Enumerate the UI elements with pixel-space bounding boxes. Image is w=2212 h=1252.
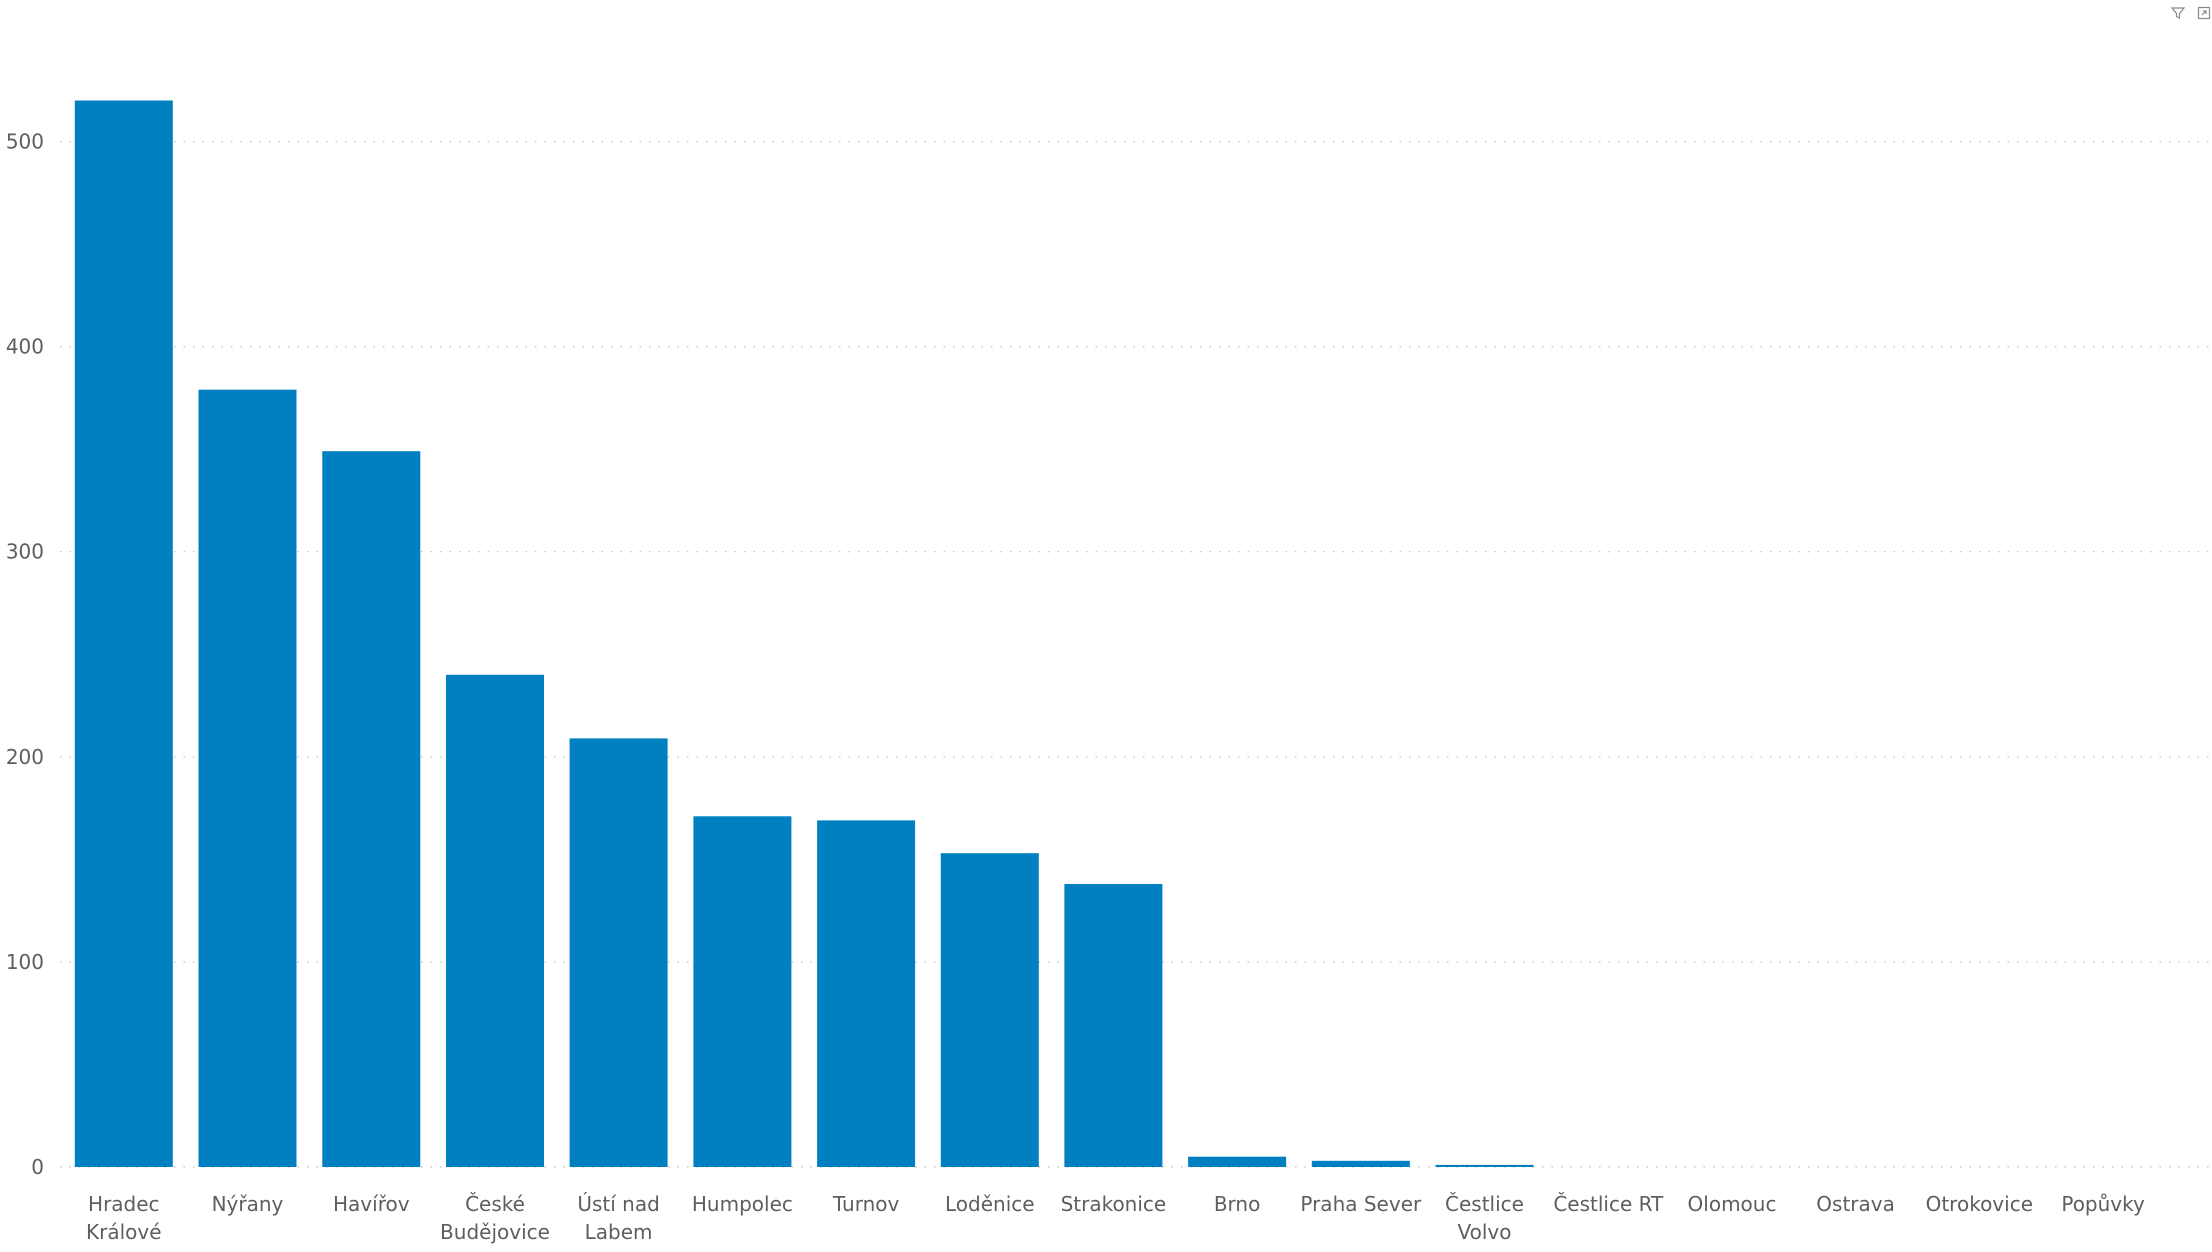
bar-6[interactable] — [817, 820, 916, 1167]
x-category-label: Loděnice — [945, 1192, 1035, 1216]
x-category-label: Čestlice RT — [1553, 1192, 1664, 1216]
x-category-label: Ostrava — [1816, 1192, 1895, 1216]
visual-header-toolbar — [2170, 2, 2212, 24]
y-tick-label: 300 — [6, 540, 44, 564]
bar-4[interactable] — [569, 738, 668, 1167]
bar-11[interactable] — [1435, 1164, 1534, 1167]
y-tick-label: 500 — [6, 130, 44, 154]
bar-2[interactable] — [322, 451, 421, 1167]
bar-5[interactable] — [693, 816, 792, 1167]
bars — [74, 100, 1534, 1168]
bar-9[interactable] — [1188, 1156, 1287, 1167]
x-category-label: Humpolec — [692, 1192, 793, 1216]
bar-1[interactable] — [198, 389, 297, 1167]
x-category-label: Ústí nad Labem — [577, 1192, 659, 1244]
x-category-label: Čestlice Volvo — [1445, 1192, 1524, 1244]
y-tick-label: 400 — [6, 335, 44, 359]
y-tick-label: 100 — [6, 950, 44, 974]
bar-0[interactable] — [74, 100, 173, 1168]
x-category-label: Praha Sever — [1300, 1192, 1422, 1216]
x-category-label: Popůvky — [2061, 1192, 2145, 1216]
bar-8[interactable] — [1064, 884, 1163, 1167]
bar-3[interactable] — [446, 674, 544, 1167]
x-category-label: Hradec Králové — [86, 1192, 162, 1244]
bar-10[interactable] — [1311, 1160, 1410, 1167]
x-category-label: Havířov — [333, 1192, 410, 1216]
x-category-label: Strakonice — [1061, 1192, 1167, 1216]
x-axis-category-labels: Hradec Králové Nýřany Havířov České Budějovic… — [86, 1192, 2145, 1244]
x-category-label: Turnov — [832, 1192, 900, 1216]
x-category-label: Brno — [1214, 1192, 1261, 1216]
x-category-label: Olomouc — [1688, 1192, 1777, 1216]
filter-icon[interactable] — [2170, 5, 2186, 21]
x-category-label: Nýřany — [212, 1192, 284, 1216]
focus-mode-icon[interactable] — [2196, 5, 2212, 21]
bar-7[interactable] — [940, 853, 1039, 1167]
y-axis-tick-labels: 0 100 200 300 400 500 — [6, 130, 44, 1179]
y-tick-label: 200 — [6, 745, 44, 769]
x-category-label: Otrokovice — [1926, 1192, 2033, 1216]
x-category-label: České Budějovice — [440, 1192, 550, 1244]
y-tick-label: 0 — [31, 1155, 44, 1179]
